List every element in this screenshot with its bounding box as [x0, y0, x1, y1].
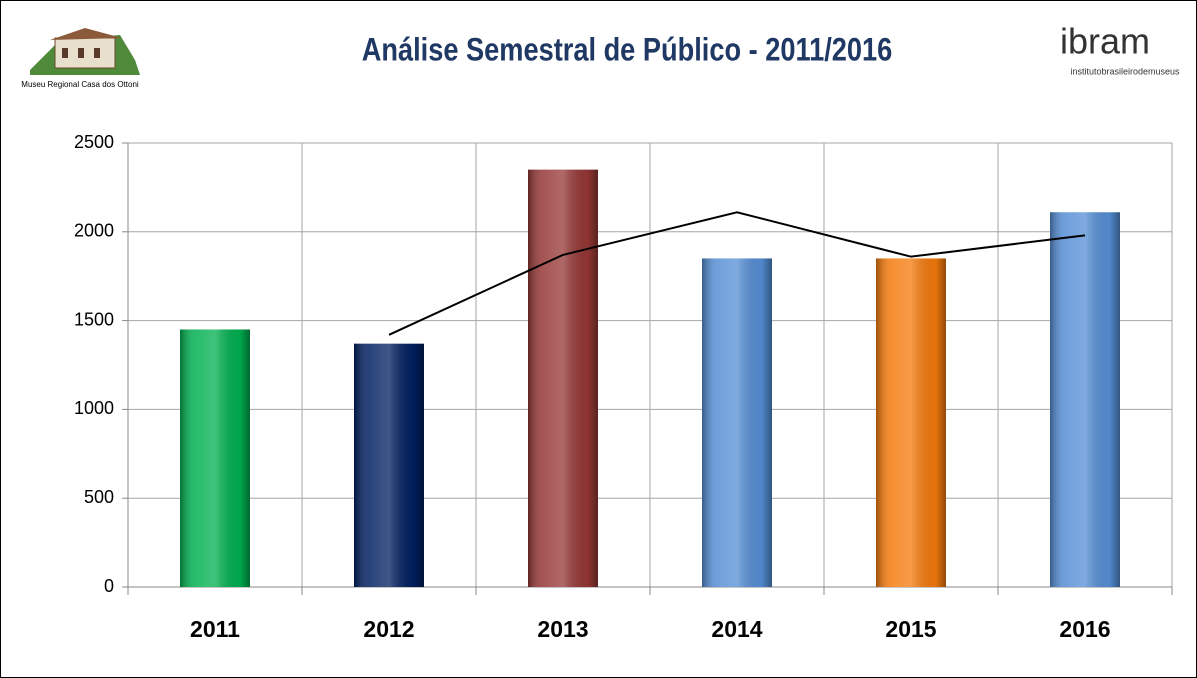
x-tick-label: 2015: [885, 616, 936, 642]
bar-shine: [702, 258, 772, 587]
chart-title: Análise Semestral de Público - 2011/2016: [362, 32, 893, 68]
logo-text: ibram: [1060, 21, 1150, 62]
x-tick-label: 2012: [363, 616, 414, 642]
trend-line: [388, 211, 1086, 336]
museum-name: Museu Regional Casa dos Ottoni: [21, 80, 139, 89]
bar-shine: [1050, 212, 1120, 587]
bar-shine: [180, 329, 250, 587]
x-tick-label: 2014: [711, 616, 762, 642]
museum-logo: Museu Regional Casa dos Ottoni: [21, 28, 140, 89]
y-tick-label: 1500: [74, 309, 114, 329]
ibram-logo: ibram institutobrasileirodemuseus: [1060, 21, 1180, 77]
x-tick-label: 2011: [190, 616, 240, 642]
y-tick-label: 2000: [74, 221, 114, 241]
y-tick-label: 2500: [74, 132, 114, 152]
x-tick-label: 2013: [537, 616, 588, 642]
bar-shine: [354, 343, 424, 587]
y-tick-label: 0: [104, 576, 114, 596]
bar-shine: [528, 169, 598, 587]
logo-subtext: institutobrasileirodemuseus: [1070, 66, 1180, 76]
bar-shine: [876, 258, 946, 587]
y-tick-label: 500: [84, 487, 114, 507]
y-tick-label: 1000: [74, 398, 114, 418]
x-tick-label: 2016: [1059, 616, 1110, 642]
